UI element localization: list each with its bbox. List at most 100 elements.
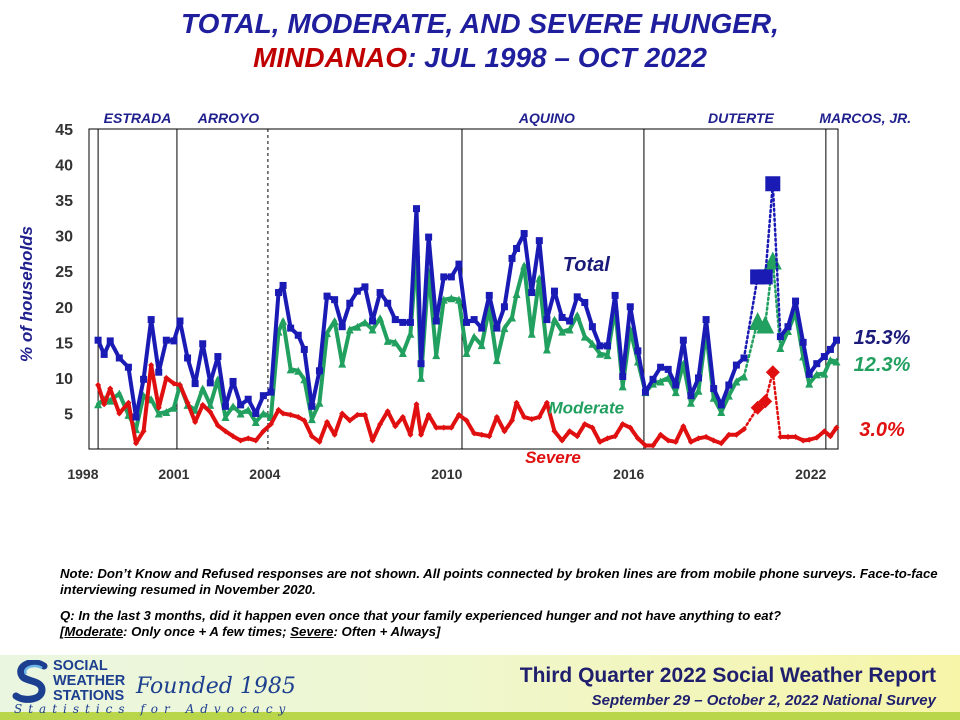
- data-point-severe: [433, 424, 440, 431]
- data-point-moderate: [154, 409, 163, 418]
- data-point-moderate: [508, 313, 517, 322]
- data-point-moderate: [244, 405, 253, 414]
- series-line-segment-total: [223, 379, 236, 409]
- data-point-total: [447, 273, 455, 281]
- series-line-segment-severe: [464, 418, 477, 436]
- y-axis-label: % of households: [17, 226, 36, 362]
- series-label-severe: Severe: [525, 448, 581, 467]
- data-point-total: [535, 237, 543, 245]
- series-line-segment-total: [681, 338, 693, 398]
- data-point-moderate: [671, 388, 680, 397]
- hunger-line-chart: ESTRADA ARROYO AQUINO DUTERTE MARCOS, JR. 5 10…: [17, 110, 911, 482]
- series-line-segment-severe: [590, 425, 602, 444]
- data-point-severe: [369, 437, 376, 444]
- series-line-segment-severe: [494, 415, 507, 434]
- data-point-total: [455, 260, 463, 268]
- data-point-moderate: [527, 329, 536, 338]
- series-line-segment-severe: [613, 422, 625, 439]
- data-point-severe: [425, 411, 432, 418]
- data-point-severe: [295, 414, 302, 420]
- series-line-segment-moderate: [281, 319, 293, 372]
- data-point-total: [432, 317, 440, 325]
- data-point-severe: [267, 421, 274, 428]
- data-point-total: [832, 336, 840, 344]
- data-point-moderate: [565, 325, 574, 334]
- data-point-total: [323, 292, 331, 300]
- data-point-total: [765, 176, 781, 192]
- series-line-segment-moderate: [763, 259, 775, 326]
- data-point-total: [799, 338, 807, 346]
- series-line-segment-severe: [141, 363, 154, 434]
- series-line-segment-severe: [487, 415, 499, 439]
- data-point-total: [626, 303, 634, 311]
- data-point-severe: [833, 424, 840, 431]
- series-line-segment-severe: [177, 383, 190, 405]
- data-point-moderate: [558, 327, 567, 336]
- series-line-segment-moderate: [529, 276, 542, 336]
- data-point-moderate: [477, 341, 486, 350]
- data-point-moderate: [259, 409, 268, 418]
- data-point-moderate: [732, 377, 741, 386]
- data-point-severe: [455, 411, 462, 418]
- data-point-total: [412, 205, 420, 213]
- y-tick-label: 30: [55, 229, 73, 246]
- data-point-moderate: [724, 391, 733, 400]
- data-point-total: [792, 297, 800, 305]
- data-point-severe: [107, 385, 114, 392]
- series-line-segment-severe: [208, 410, 220, 428]
- series-line-segment-total: [567, 294, 580, 323]
- series-line-segment-severe: [385, 409, 398, 429]
- data-point-severe: [581, 421, 588, 428]
- data-point-total: [725, 381, 733, 389]
- series-line-segment-total: [141, 317, 154, 382]
- data-point-total: [470, 316, 478, 324]
- data-point-severe: [287, 411, 294, 418]
- end-value-label-severe: 3.0%: [859, 419, 905, 441]
- data-point-severe: [687, 438, 694, 445]
- data-point-total: [369, 317, 377, 325]
- data-point-total: [308, 402, 316, 410]
- series-line-segment-severe: [544, 400, 557, 434]
- data-point-total: [485, 291, 493, 299]
- series-line-segment-total: [370, 290, 383, 323]
- data-point-moderate: [709, 393, 718, 402]
- series-line-segment-total: [793, 299, 806, 345]
- x-tick-label: 2016: [613, 466, 644, 482]
- series-line-segment-severe: [681, 424, 693, 444]
- series-line-segment-total: [537, 238, 549, 322]
- series-line-segment-total: [414, 206, 424, 366]
- data-point-severe: [184, 399, 191, 406]
- series-line-segment-total: [317, 294, 330, 373]
- data-point-severe: [116, 410, 123, 417]
- series-line-segment-severe: [302, 418, 314, 439]
- footer-divider: [0, 712, 960, 720]
- data-point-severe: [528, 416, 535, 423]
- data-point-total: [710, 385, 718, 393]
- data-point-moderate: [198, 384, 207, 393]
- data-point-severe: [207, 409, 214, 416]
- data-point-total: [94, 336, 102, 344]
- series-line-segment-total: [522, 231, 534, 295]
- data-point-severe: [806, 436, 813, 443]
- org-tagline: Statistics for Advocacy: [14, 702, 292, 716]
- data-point-severe: [377, 421, 384, 428]
- question-paragraph: Q: In the last 3 months, did it happen e…: [60, 608, 940, 640]
- data-point-total: [776, 333, 784, 341]
- series-line-segment-severe: [108, 386, 122, 416]
- data-point-total: [641, 388, 649, 396]
- data-point-severe: [827, 433, 834, 440]
- series-line-segment-total: [635, 348, 648, 395]
- data-point-severe: [275, 406, 282, 413]
- data-point-moderate: [376, 314, 385, 323]
- era-label: ARROYO: [197, 110, 260, 126]
- data-point-moderate: [783, 326, 792, 335]
- data-point-moderate: [832, 357, 841, 366]
- note-paragraph: Note: Don’t Know and Refused responses a…: [60, 566, 938, 597]
- series-line-segment-severe: [510, 400, 519, 423]
- data-point-severe: [354, 411, 361, 418]
- data-point-total: [184, 354, 192, 362]
- series-line-segment-moderate: [479, 306, 492, 348]
- data-point-moderate: [330, 317, 339, 325]
- series-line-segment-severe: [414, 402, 424, 437]
- series-line-segment-severe: [185, 400, 198, 424]
